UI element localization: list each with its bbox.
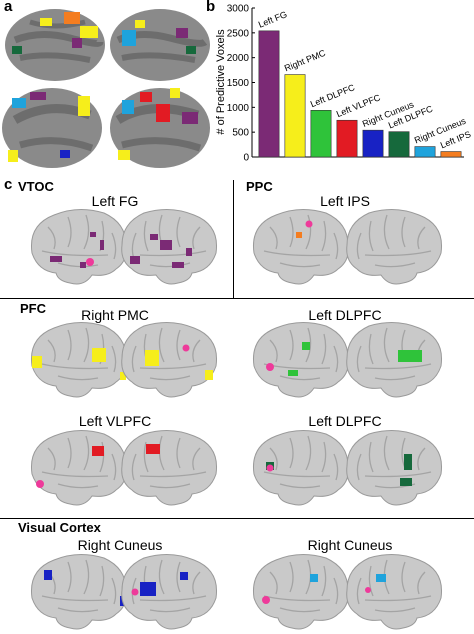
brain-right-cuneus-2-lateral [252,553,349,630]
divider-vtoc-ppc [233,180,234,298]
brain-left-fg-medial [121,208,218,285]
y-tick-label: 1000 [227,103,250,114]
region-label-left-ips: Left IPS [320,193,370,209]
bar [362,129,384,158]
y-tick-label: 500 [232,128,249,139]
y-axis-label: # of Predictive Voxels [215,29,227,135]
brain-left-ips-medial [346,208,443,285]
brain-right-pmc-lateral [30,321,127,398]
section-title-pfc: PFC [20,301,46,316]
brain-left-vlpfc-medial [121,429,218,506]
panel-letter-c: c [4,176,13,193]
inflated-brain-lateral-left [5,9,105,81]
brain-left-fg-lateral [30,208,127,285]
y-tick-label: 2500 [227,28,250,39]
brain-left-dlpfc-1-lateral [252,321,349,398]
inflated-brain-medial-right [110,88,210,168]
brain-left-dlpfc-1-medial [346,321,443,398]
panel-letter-a: a [4,0,13,15]
brain-right-pmc-medial [121,321,218,398]
brain-left-dlpfc-2-lateral [252,429,349,506]
bar [310,110,332,158]
region-label-left-dlpfc-1: Left DLPFC [308,307,382,323]
section-title-ppc: PPC [246,179,273,194]
y-tick-label: 2000 [227,53,250,64]
bar [258,30,280,158]
panel-letter-b: b [206,0,216,15]
bar [388,131,410,158]
brain-left-dlpfc-2-medial [346,429,443,506]
brain-right-cuneus-1-lateral [30,553,130,630]
brain-right-cuneus-1-medial [121,553,218,630]
y-tick-label: 0 [243,153,249,164]
bar [440,151,462,158]
divider-vtoc-pfc [0,298,474,299]
region-label-right-cuneus-1: Right Cuneus [77,537,163,553]
inflated-brain-maps [2,9,210,168]
inflated-brain-medial-left [2,88,102,168]
bar [336,119,358,158]
region-label-right-cuneus-2: Right Cuneus [307,537,393,553]
y-tick-label: 1500 [227,78,250,89]
region-label-left-fg: Left FG [91,193,139,209]
section-title-visual-cortex: Visual Cortex [18,520,101,535]
brain-left-vlpfc-lateral [30,429,127,506]
region-label-left-dlpfc-2: Left DLPFC [308,413,382,429]
section-title-vtoc: VTOC [18,179,54,194]
brain-left-ips-lateral [252,208,349,285]
bar [414,146,436,158]
bar [284,74,306,158]
region-label-left-vlpfc: Left VLPFC [78,413,152,429]
bar-chart: # of Predictive Voxels 0 500 1000 1500 2000 2… [215,4,472,164]
brain-right-cuneus-2-medial [346,553,443,630]
y-tick-label: 3000 [227,4,250,15]
divider-pfc-visual [0,518,474,519]
inflated-brain-lateral-right [110,9,210,81]
region-label-right-pmc: Right PMC [81,307,149,323]
